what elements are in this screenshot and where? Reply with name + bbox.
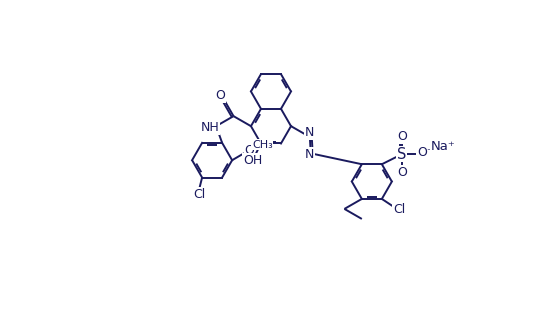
- Text: Na⁺: Na⁺: [431, 140, 456, 153]
- Text: Cl: Cl: [393, 203, 406, 216]
- Text: CH₃: CH₃: [252, 140, 273, 150]
- Text: NH: NH: [200, 121, 219, 134]
- Text: O: O: [397, 166, 407, 179]
- Text: O: O: [216, 89, 225, 102]
- Text: O: O: [397, 130, 407, 143]
- Text: N: N: [305, 148, 314, 160]
- Text: S: S: [397, 147, 407, 162]
- Text: N: N: [305, 126, 314, 139]
- Text: O: O: [244, 143, 255, 156]
- Text: Cl: Cl: [193, 188, 205, 201]
- Text: OH: OH: [243, 154, 262, 167]
- Text: O⁻: O⁻: [417, 146, 433, 159]
